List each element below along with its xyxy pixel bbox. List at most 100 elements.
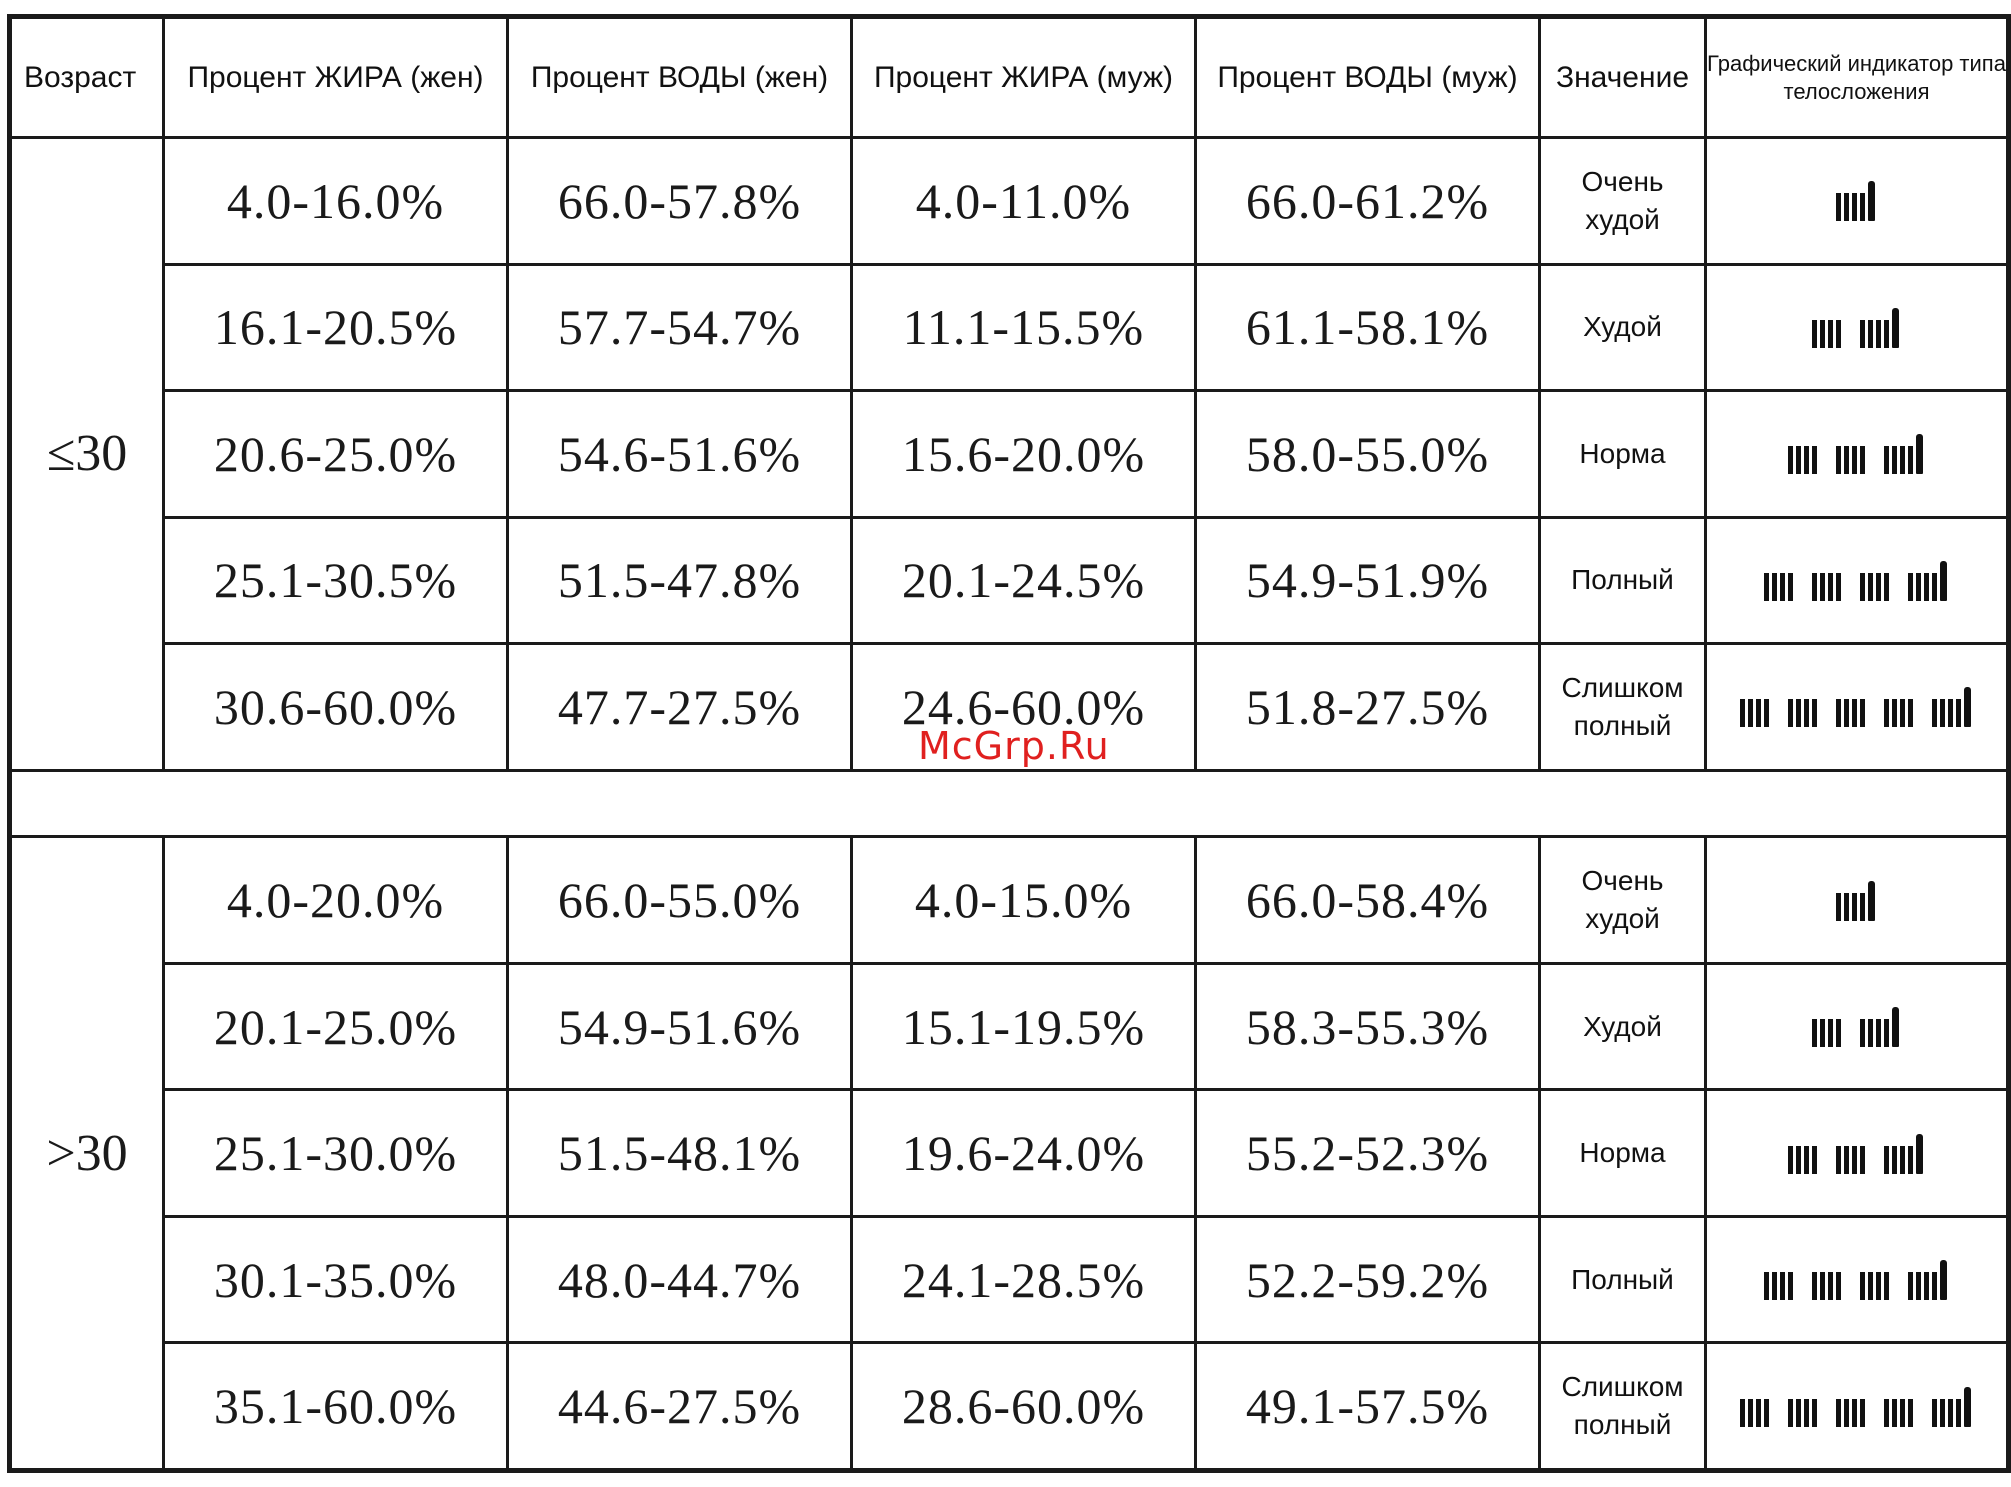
- bar-group: [1835, 699, 1868, 728]
- bar-group: [1931, 687, 1974, 728]
- bar: [1883, 1145, 1889, 1174]
- bar-group: [1811, 319, 1844, 348]
- bar-group: [1811, 1019, 1844, 1048]
- bar: [1875, 572, 1881, 601]
- meaning-line-1: Слишком: [1561, 671, 1684, 703]
- bar: [1947, 699, 1953, 728]
- bar: [1835, 193, 1841, 222]
- bar: [1803, 699, 1809, 728]
- fat-men-cell: 20.1-24.5%: [850, 515, 1197, 645]
- bar-end: [1915, 1133, 1923, 1174]
- fat-women-cell: 25.1-30.0%: [162, 1088, 509, 1218]
- bar: [1795, 1398, 1801, 1427]
- bar: [1883, 1272, 1889, 1301]
- body-type-bar-indicator-icon: [1835, 875, 1878, 921]
- bar: [1811, 446, 1817, 475]
- bar: [1787, 699, 1793, 728]
- bar: [1899, 1145, 1905, 1174]
- bar: [1907, 446, 1913, 475]
- water-men-cell: 58.0-55.0%: [1194, 389, 1541, 519]
- bar: [1835, 1019, 1841, 1048]
- bar-group: [1883, 699, 1916, 728]
- bar-group: [1739, 1398, 1772, 1427]
- meaning-line-1: Очень: [1581, 165, 1664, 197]
- bar: [1875, 319, 1881, 348]
- age-group-under-30: ≤30 4.0-16.0% 66.0-57.8% 4.0-11.0% 66.0-61.2…: [8, 136, 2010, 772]
- fat-women-cell: 4.0-20.0%: [162, 835, 509, 965]
- meaning-cell: Норма: [1538, 389, 1707, 519]
- bar: [1819, 1272, 1825, 1301]
- body-type-bar-indicator-icon: [1739, 681, 1974, 728]
- bar: [1835, 1145, 1841, 1174]
- bar: [1931, 699, 1937, 728]
- bar: [1851, 193, 1857, 222]
- meaning-line-1: Полный: [1571, 564, 1674, 596]
- age-group-over-30: >30 4.0-20.0% 66.0-55.0% 4.0-15.0% 66.0-58.4…: [8, 835, 2010, 1472]
- bar: [1843, 193, 1849, 222]
- water-men-cell: 55.2-52.3%: [1194, 1088, 1541, 1218]
- bar: [1835, 1272, 1841, 1301]
- bar: [1811, 699, 1817, 728]
- bar: [1819, 319, 1825, 348]
- bar: [1883, 1398, 1889, 1427]
- bar: [1835, 572, 1841, 601]
- bar: [1835, 446, 1841, 475]
- body-type-bar-indicator-icon: [1811, 302, 1902, 348]
- bar-group: [1859, 572, 1892, 601]
- indicator-cell: [1704, 642, 2010, 772]
- bar-end: [1939, 1260, 1947, 1301]
- bar-group: [1811, 572, 1844, 601]
- bar: [1827, 572, 1833, 601]
- bar: [1787, 572, 1793, 601]
- bar-end: [1867, 181, 1875, 222]
- fat-men-cell: 15.1-19.5%: [850, 961, 1197, 1092]
- bar: [1755, 1398, 1761, 1427]
- bar: [1915, 572, 1921, 601]
- water-men-cell: 66.0-58.4%: [1194, 835, 1541, 965]
- bar-group: [1739, 699, 1772, 728]
- meaning-cell: Слишком полный: [1538, 642, 1707, 772]
- header-fat-men: Процент ЖИРА (муж): [850, 15, 1197, 139]
- meaning-cell: Очень худой: [1538, 835, 1707, 965]
- meaning-cell: Норма: [1538, 1088, 1707, 1218]
- body-type-bar-indicator-icon: [1787, 428, 1926, 475]
- water-women-cell: 47.7-27.5%: [506, 642, 853, 772]
- fat-women-cell: 20.1-25.0%: [162, 961, 509, 1092]
- bar-group: [1835, 1398, 1868, 1427]
- bar-group: [1835, 880, 1878, 921]
- fat-women-cell: 20.6-25.0%: [162, 389, 509, 519]
- bar-group: [1811, 1272, 1844, 1301]
- bar: [1859, 1398, 1865, 1427]
- bar: [1907, 1272, 1913, 1301]
- bar: [1787, 1145, 1793, 1174]
- bar: [1763, 699, 1769, 728]
- bar: [1907, 572, 1913, 601]
- table-row: 16.1-20.5% 57.7-54.7% 11.1-15.5% 61.1-58.1%…: [10, 262, 2010, 392]
- table-row: 20.1-25.0% 54.9-51.6% 15.1-19.5% 58.3-55.3%…: [10, 961, 2010, 1092]
- bar: [1931, 1398, 1937, 1427]
- body-type-bar-indicator-icon: [1739, 1381, 1974, 1427]
- water-men-cell: 61.1-58.1%: [1194, 262, 1541, 392]
- bar: [1867, 319, 1873, 348]
- header-age: Возраст: [8, 15, 165, 139]
- water-women-cell: 44.6-27.5%: [506, 1341, 853, 1472]
- header-indicator: Графический индикатор типа телосложения: [1704, 15, 2010, 139]
- bar: [1795, 446, 1801, 475]
- body-type-bar-indicator-icon: [1763, 1254, 1950, 1301]
- bar: [1739, 699, 1745, 728]
- meaning-cell: Худой: [1538, 262, 1707, 392]
- bar: [1771, 572, 1777, 601]
- water-women-cell: 54.6-51.6%: [506, 389, 853, 519]
- bar: [1915, 1272, 1921, 1301]
- table-row: 35.1-60.0% 44.6-27.5% 28.6-60.0% 49.1-57.5%…: [10, 1341, 2010, 1472]
- indicator-cell: [1704, 1088, 2010, 1218]
- fat-men-cell: 19.6-24.0%: [850, 1088, 1197, 1218]
- bar-group: [1763, 572, 1796, 601]
- bar-end: [1891, 307, 1899, 348]
- bar: [1763, 1272, 1769, 1301]
- water-men-cell: 52.2-59.2%: [1194, 1214, 1541, 1345]
- bar-group: [1787, 446, 1820, 475]
- bar: [1827, 1019, 1833, 1048]
- bar: [1803, 1398, 1809, 1427]
- bar: [1867, 1272, 1873, 1301]
